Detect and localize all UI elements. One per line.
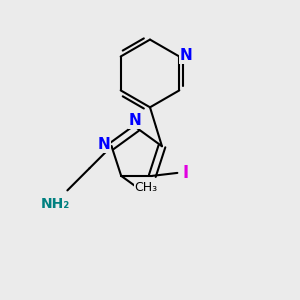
Text: N: N <box>98 137 111 152</box>
Text: NH₂: NH₂ <box>41 196 70 211</box>
Text: N: N <box>129 113 142 128</box>
Text: I: I <box>182 164 189 182</box>
Text: N: N <box>179 48 192 63</box>
Text: CH₃: CH₃ <box>135 181 158 194</box>
